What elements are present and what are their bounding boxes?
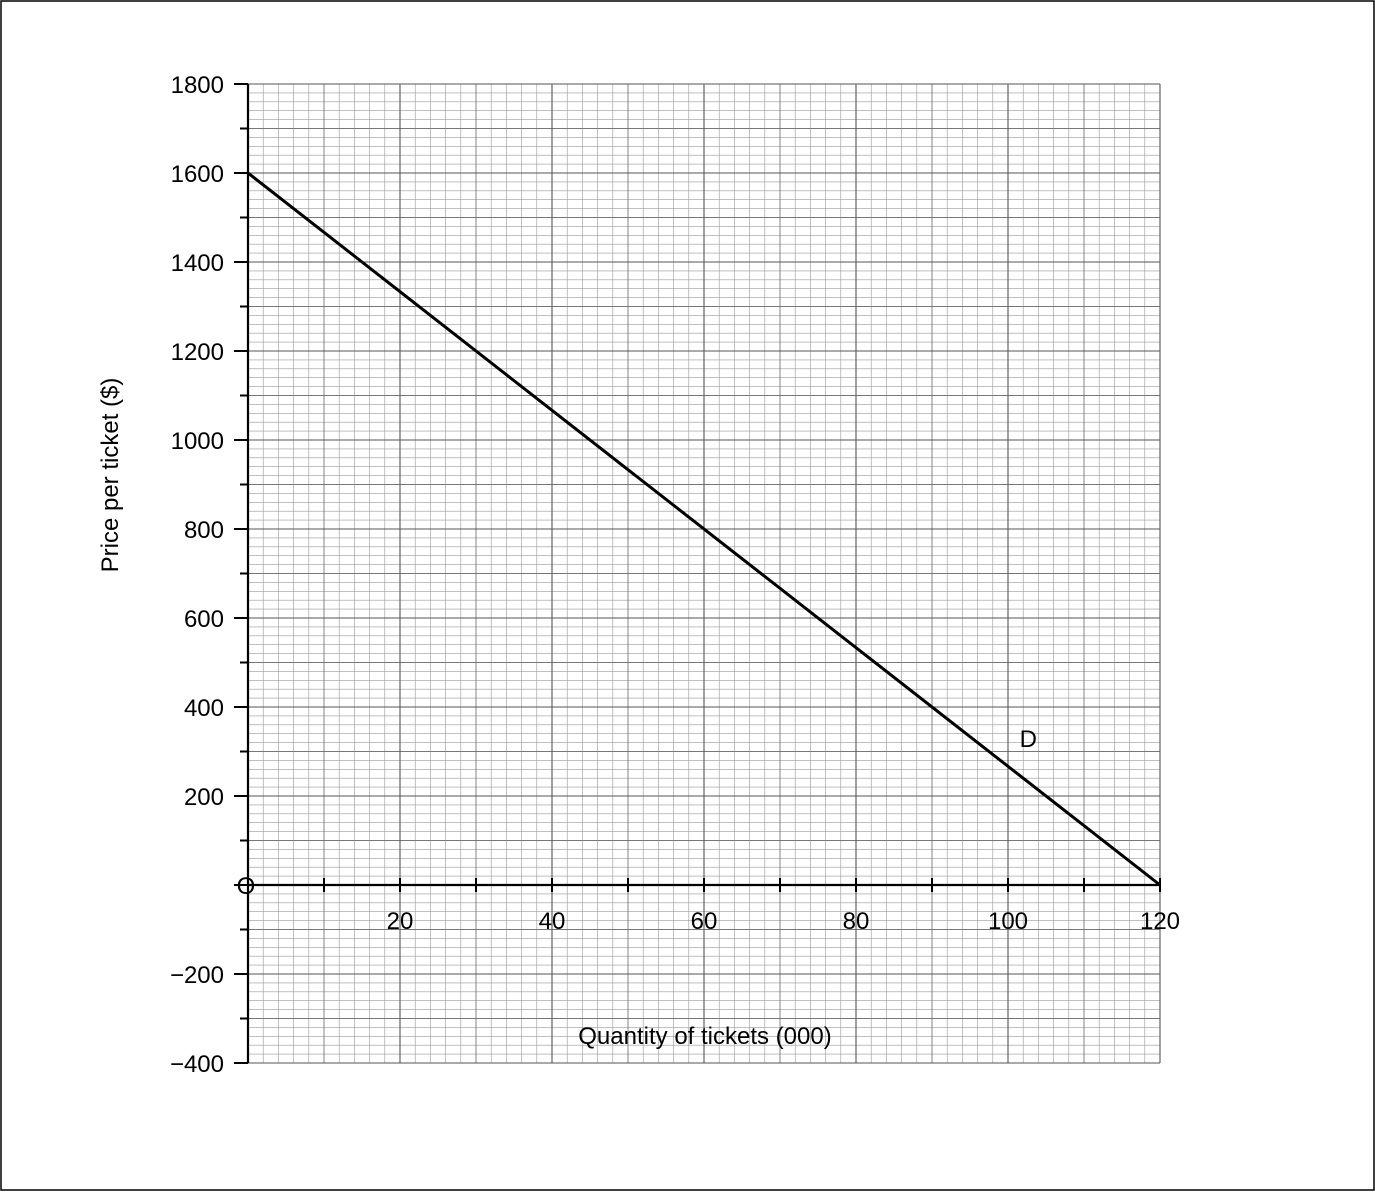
y-tick-label: 400 — [184, 695, 224, 722]
series-layer: D — [247, 171, 1161, 887]
x-tick-label: 80 — [843, 908, 870, 935]
x-tick-label: 60 — [691, 908, 718, 935]
y-tick-label: 800 — [184, 517, 224, 544]
series-line-demand — [247, 171, 1161, 887]
y-tick-label: 1200 — [171, 339, 224, 366]
y-tick-label: 1800 — [171, 72, 224, 99]
y-tick-label: 1600 — [171, 161, 224, 188]
y-tick-label: −200 — [170, 962, 224, 989]
x-tick-label: 100 — [988, 908, 1028, 935]
x-tick-label: 20 — [387, 908, 414, 935]
y-tick-label: 200 — [184, 784, 224, 811]
y-tick-label: −400 — [170, 1051, 224, 1078]
y-tick-label: 1400 — [171, 250, 224, 277]
x-axis-title: Quantity of tickets (000) — [578, 1023, 831, 1050]
y-tick-label: 1000 — [171, 428, 224, 455]
axis-ticks — [234, 83, 1161, 1064]
origin-label: O — [237, 873, 256, 900]
y-tick-label: 600 — [184, 606, 224, 633]
demand-curve-label: D — [1020, 726, 1037, 753]
y-axis-title: Price per ticket ($) — [97, 378, 124, 573]
tick-labels: 1800 1600 1400 1200 1000 800 600 400 200 −200 −400… — [170, 72, 1180, 1078]
x-tick-label: 40 — [539, 908, 566, 935]
x-tick-label: 120 — [1140, 908, 1180, 935]
